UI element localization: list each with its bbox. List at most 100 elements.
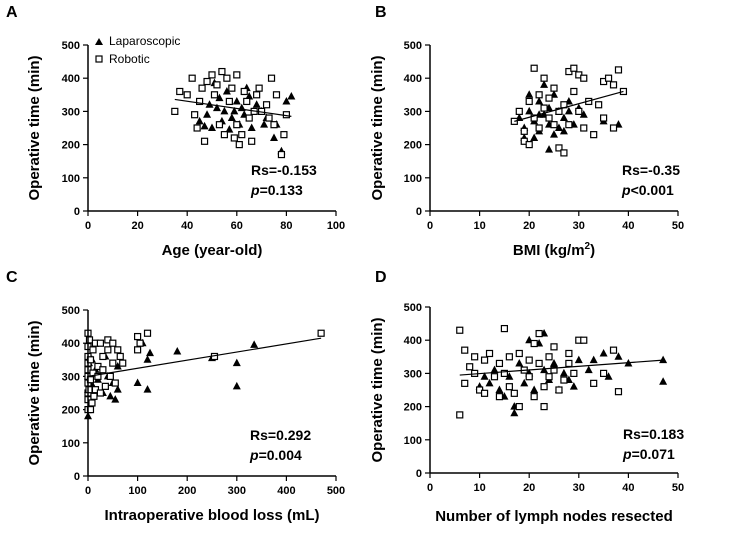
robotic-point — [609, 124, 618, 132]
robotic-point — [255, 84, 263, 92]
robotic-point — [535, 359, 543, 368]
y-tick-label: 300 — [404, 106, 422, 118]
laparoscopic-point — [270, 133, 278, 141]
laparoscopic-point — [659, 377, 668, 385]
robotic-point — [619, 87, 628, 96]
trendline-b — [514, 90, 624, 122]
y-tick-label: 0 — [416, 206, 422, 218]
laparoscopic-point — [525, 90, 534, 98]
robotic-point — [114, 346, 122, 354]
robotic-point — [510, 389, 518, 397]
robotic-point — [485, 349, 494, 358]
x-tick-label: 30 — [573, 482, 585, 494]
legend-triangle-icon — [95, 38, 103, 45]
robotic-point — [609, 81, 618, 89]
robotic-point — [456, 411, 464, 419]
laparoscopic-point — [133, 378, 142, 387]
robotic-point — [213, 81, 221, 89]
x-tick-label: 40 — [622, 220, 634, 232]
robotic-point — [176, 87, 184, 96]
robotic-point — [88, 399, 96, 407]
robotic-point — [540, 104, 548, 112]
robotic-point — [535, 329, 543, 338]
robotic-point — [456, 326, 464, 334]
x-tick-label: 10 — [473, 482, 485, 494]
robotic-point — [90, 392, 98, 400]
x-axis-title-c: Intraoperative blood loss (mL) — [104, 507, 319, 524]
robotic-point — [555, 144, 563, 152]
laparoscopic-point — [604, 372, 613, 380]
laparoscopic-point — [208, 123, 216, 131]
robotic-point — [96, 389, 104, 397]
robotic-point — [495, 359, 504, 368]
y-tick-label: 0 — [74, 471, 80, 483]
laparoscopic-point — [111, 395, 120, 403]
y-axis-title-d: Operative time (min) — [369, 317, 386, 462]
x-tick-label: 20 — [523, 220, 535, 232]
stat-rs-b: Rs=-0.35 — [622, 162, 680, 178]
laparoscopic-point — [584, 365, 593, 374]
x-tick-label: 0 — [85, 485, 91, 497]
robotic-point — [565, 349, 573, 358]
robotic-point — [535, 91, 543, 99]
x-tick-label: 400 — [277, 485, 295, 497]
robotic-point — [550, 121, 558, 129]
robotic-point — [480, 389, 489, 397]
trendline-a — [174, 98, 292, 117]
laparoscopic-point — [550, 358, 558, 367]
x-axis-title-b-sup: 2 — [585, 241, 591, 252]
laparoscopic-point — [579, 110, 588, 118]
robotic-point — [560, 376, 568, 384]
robotic-point — [233, 121, 241, 129]
robotic-point — [545, 353, 553, 361]
robotic-point — [195, 97, 204, 106]
robotic-point — [143, 329, 152, 337]
stat-p-value-b: <0.001 — [631, 182, 674, 198]
robotic-point — [600, 369, 608, 378]
robotic-point — [99, 352, 107, 361]
y-axis-title-a: Operative time (min) — [26, 55, 43, 200]
robotic-point — [109, 339, 117, 347]
panel-b: B Operative time (min) 0 10 20 30 40 50010020… — [369, 4, 684, 259]
robotic-point — [272, 91, 281, 99]
laparoscopic-point — [250, 340, 259, 348]
x-tick-label: 40 — [622, 482, 634, 494]
robotic-point — [471, 353, 479, 361]
robotic-point — [570, 64, 578, 72]
robotic-point — [525, 373, 533, 381]
laparoscopic-point — [260, 120, 269, 128]
robotic-point — [210, 91, 219, 99]
y-tick-label: 200 — [62, 405, 80, 417]
stat-p-value-c: =0.004 — [259, 447, 302, 463]
robotic-point — [525, 140, 533, 149]
robotic-point — [233, 71, 241, 79]
laparoscopic-point — [599, 348, 608, 357]
x-tick-label: 60 — [231, 220, 243, 232]
robotic-point — [530, 339, 538, 348]
laparoscopic-point — [106, 391, 115, 400]
robotic-point — [111, 379, 119, 387]
robotic-point — [248, 137, 256, 145]
robotic-point — [245, 114, 253, 122]
robotic-point — [133, 346, 142, 354]
robotic-point — [540, 74, 548, 82]
x-tick-label: 50 — [672, 482, 684, 494]
trendline-d — [459, 359, 664, 376]
stat-p-label-d: p — [622, 446, 632, 462]
robotic-point — [220, 131, 228, 139]
robotic-point — [590, 131, 598, 139]
x-tick-label: 0 — [427, 482, 433, 494]
x-tick-label: 40 — [181, 220, 193, 232]
stat-p-label-b: p — [621, 182, 631, 198]
robotic-point — [277, 150, 286, 159]
robotic-point — [240, 87, 248, 96]
y-tick-label: 400 — [62, 338, 80, 350]
robotic-point — [99, 366, 107, 374]
robotic-point — [570, 87, 578, 96]
robotic-point — [466, 363, 474, 371]
robotic-point — [136, 339, 144, 347]
stat-rs-d: Rs=0.183 — [623, 426, 684, 442]
robotic-point — [235, 140, 243, 149]
